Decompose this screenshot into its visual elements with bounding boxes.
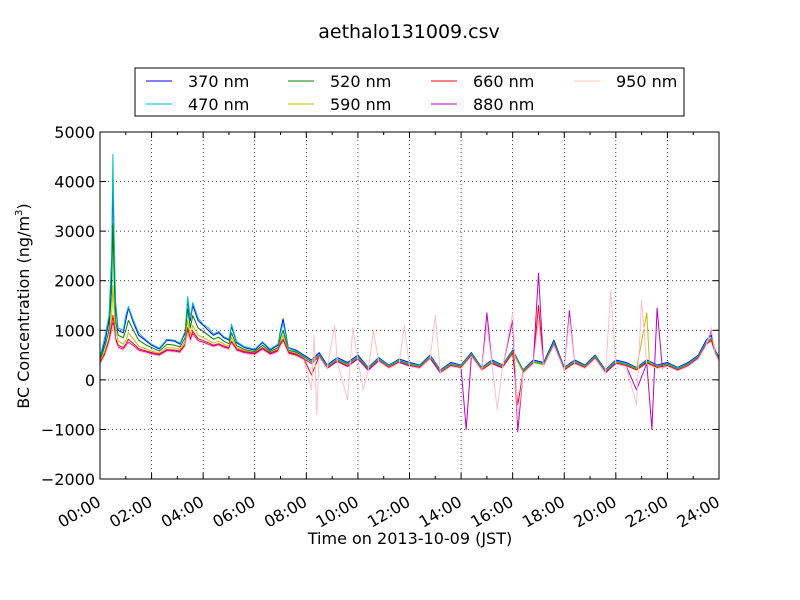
series-line-470-nm xyxy=(100,153,719,371)
legend-label: 880 nm xyxy=(473,95,534,114)
ticks xyxy=(99,131,720,480)
legend-label: 520 nm xyxy=(330,72,391,91)
series-line-950-nm xyxy=(100,290,719,420)
y-axis-label-close: ) xyxy=(14,203,33,209)
x-axis-label: Time on 2013-10-09 (JST) xyxy=(307,529,512,548)
x-tick-label: 22:00 xyxy=(622,492,671,532)
legend: 370 nm 470 nm 520 nm 590 nm 660 nm 880 nm 950 … xyxy=(134,67,685,117)
series-line-370-nm xyxy=(100,178,719,371)
x-tick-labels: 00:00 02:00 04:00 06:00 08:00 10:00 12:00 14:00… xyxy=(55,492,723,532)
x-tick-label: 08:00 xyxy=(261,492,310,532)
x-tick-label: 10:00 xyxy=(312,492,361,532)
y-tick-labels: −2000 −1000 0 1000 2000 3000 4000 5000 xyxy=(41,123,95,489)
x-tick-label: 16:00 xyxy=(467,492,516,532)
series-line-520-nm xyxy=(100,223,719,372)
x-tick-label: 14:00 xyxy=(416,492,465,532)
series-layer xyxy=(100,153,719,433)
y-axis-label-sup: 3 xyxy=(14,210,25,216)
legend-label: 950 nm xyxy=(616,72,677,91)
y-tick-label: 0 xyxy=(85,371,95,390)
legend-label: 470 nm xyxy=(188,95,249,114)
x-tick-label: 12:00 xyxy=(364,492,413,532)
y-tick-label: 2000 xyxy=(54,272,95,291)
x-tick-label: 24:00 xyxy=(674,492,723,532)
y-tick-label: −1000 xyxy=(41,420,95,439)
y-tick-label: 1000 xyxy=(54,321,95,340)
x-tick-label: 20:00 xyxy=(570,492,619,532)
x-tick-label: 00:00 xyxy=(55,492,104,532)
x-tick-label: 18:00 xyxy=(519,492,568,532)
x-tick-label: 06:00 xyxy=(209,492,258,532)
y-axis-label: BC Concentration (ng/m3) xyxy=(14,203,33,408)
legend-label: 370 nm xyxy=(188,72,249,91)
chart-title: aethalo131009.csv xyxy=(318,21,500,43)
x-tick-label: 04:00 xyxy=(158,492,207,532)
legend-label: 660 nm xyxy=(473,72,534,91)
y-tick-label: 3000 xyxy=(54,222,95,241)
x-tick-label: 02:00 xyxy=(106,492,155,532)
y-tick-label: 4000 xyxy=(54,173,95,192)
y-tick-label: 5000 xyxy=(54,123,95,142)
y-tick-label: −2000 xyxy=(41,470,95,489)
legend-label: 590 nm xyxy=(330,95,391,114)
legend-box xyxy=(134,67,685,117)
y-axis-label-main: BC Concentration (ng/m xyxy=(14,216,33,409)
